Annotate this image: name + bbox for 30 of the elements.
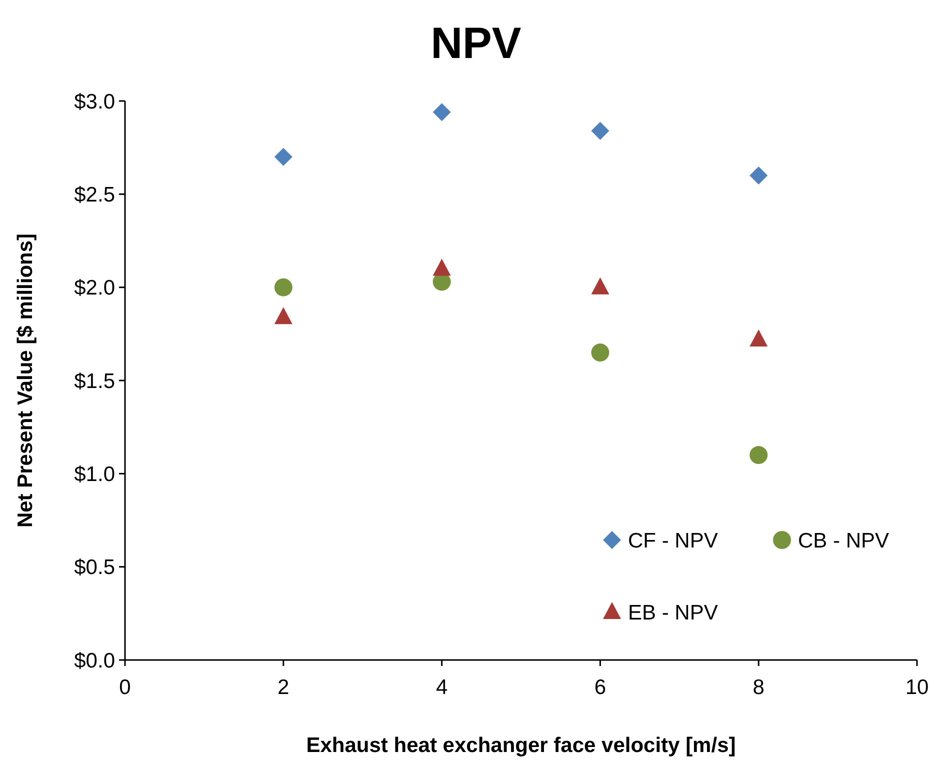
point	[750, 166, 768, 185]
point	[750, 330, 768, 347]
y-tick-label: $0.5	[74, 556, 115, 580]
y-tick-label: $2.5	[74, 184, 115, 207]
point	[591, 277, 610, 294]
point	[591, 344, 610, 362]
x-tick-label: 10	[905, 676, 929, 699]
point	[274, 148, 292, 166]
legend-label: CF - NPV	[628, 529, 718, 552]
y-tick-label: $3.0	[74, 90, 115, 114]
y-tick-label: $2.0	[74, 276, 115, 300]
chart-title: NPV	[430, 19, 522, 68]
x-tick-label: 0	[119, 676, 131, 699]
point	[591, 122, 610, 140]
y-tick-label: $1.5	[74, 370, 115, 393]
y-axis-title: Net Present Value [$ millions]	[14, 233, 37, 528]
x-tick-label: 2	[278, 676, 290, 699]
legend-label: EB - NPV	[628, 601, 718, 624]
y-tick-label: $1.0	[74, 463, 115, 486]
x-tick-label: 8	[752, 676, 764, 699]
point	[432, 258, 451, 276]
point	[432, 103, 451, 122]
x-tick-label: 4	[436, 676, 448, 699]
legend-label: CB - NPV	[798, 529, 890, 552]
x-axis-title: Exhaust heat exchanger face velocity [m/s]	[306, 734, 736, 757]
x-tick-label: 6	[594, 676, 606, 699]
point	[750, 446, 768, 464]
y-tick-label: $0.0	[74, 649, 115, 672]
point	[274, 307, 292, 324]
point	[274, 278, 292, 296]
